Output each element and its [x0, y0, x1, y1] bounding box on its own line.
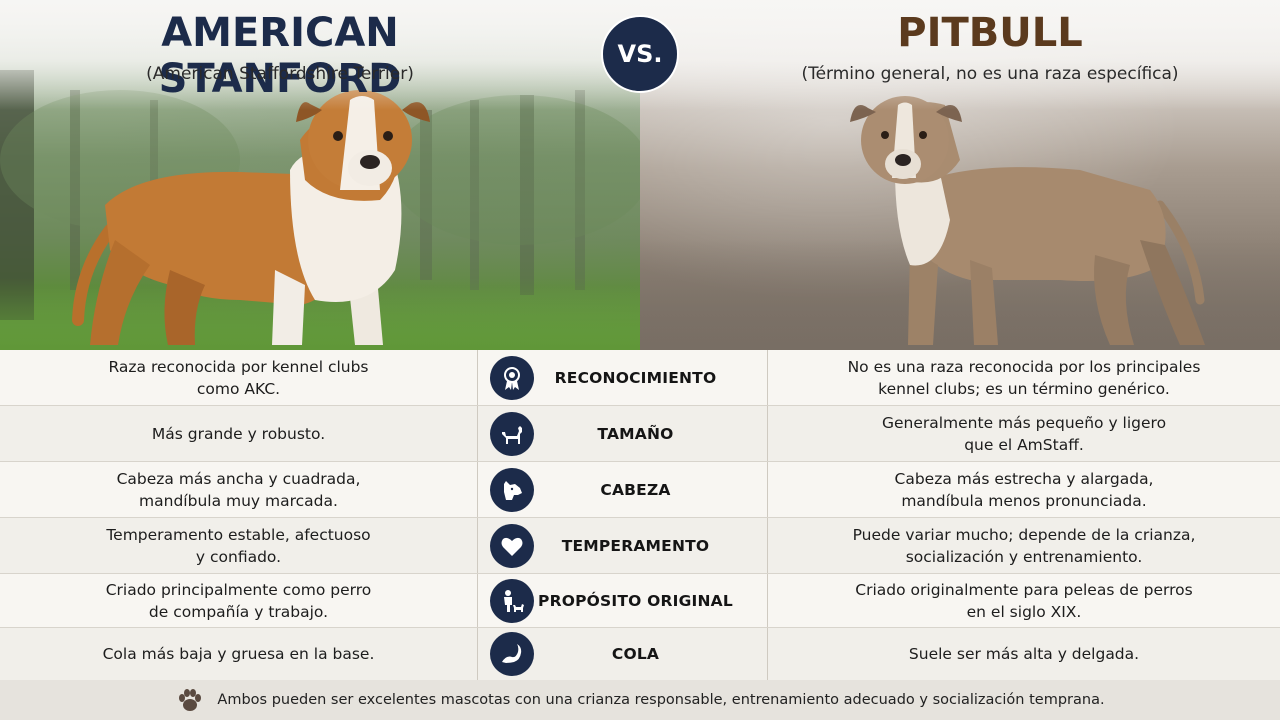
amstaff-cell: Criado principalmente como perro de compa… — [0, 574, 478, 627]
dog-tail-icon — [490, 632, 534, 676]
pitbull-text: socialización y entrenamiento. — [905, 547, 1143, 566]
amstaff-text: y confiado. — [195, 547, 282, 566]
amstaff-cell: Temperamento estable, afectuoso y confiad… — [0, 518, 478, 573]
pitbull-dog-image — [850, 96, 1205, 345]
dog-head-icon — [490, 467, 534, 512]
amstaff-cell: Cola más baja y gruesa en la base. — [0, 628, 478, 680]
category-label: CABEZA — [600, 480, 671, 499]
pitbull-cell: Criado originalmente para peleas de perr… — [768, 574, 1280, 627]
pitbull-cell: Generalmente más pequeño y ligero que el … — [768, 406, 1280, 461]
person-with-dog-icon — [490, 578, 534, 623]
pitbull-text: Cabeza más estrecha y alargada, — [894, 469, 1154, 488]
category-label: RECONOCIMIENTO — [554, 368, 717, 387]
footer-text: Ambos pueden ser excelentes mascotas con… — [217, 692, 1105, 708]
amstaff-cell: Cabeza más ancha y cuadrada, mandíbula mu… — [0, 462, 478, 517]
pitbull-cell: No es una raza reconocida por los princi… — [768, 350, 1280, 405]
amstaff-text: Cabeza más ancha y cuadrada, — [116, 469, 361, 488]
pitbull-cell: Suele ser más alta y delgada. — [768, 628, 1280, 680]
left-breed-title: AMERICAN STANFORD — [158, 10, 402, 102]
amstaff-text: Cola más baja y gruesa en la base. — [102, 645, 375, 663]
category-cell: TAMAÑO — [478, 406, 768, 461]
category-cell: COLA — [478, 628, 768, 680]
table-row: Criado principalmente como perro de compa… — [0, 574, 1280, 628]
category-cell: PROPÓSITO ORIGINAL — [478, 574, 768, 627]
table-row: Temperamento estable, afectuoso y confiad… — [0, 518, 1280, 574]
vs-badge: VS. — [601, 15, 679, 93]
amstaff-dog-image — [72, 90, 430, 345]
pitbull-text: Criado originalmente para peleas de perr… — [855, 580, 1193, 599]
amstaff-text: Más grande y robusto. — [151, 424, 326, 443]
table-row: Raza reconocida por kennel clubs como AKC… — [0, 350, 1280, 406]
category-cell: TEMPERAMENTO — [478, 518, 768, 573]
category-cell: RECONOCIMIENTO — [478, 350, 768, 405]
heart-icon — [490, 523, 534, 568]
pitbull-text: en el siglo XIX. — [966, 602, 1082, 621]
ribbon-award-icon — [490, 355, 534, 400]
pitbull-text: Puede variar mucho; depende de la crianz… — [852, 525, 1196, 544]
category-label: PROPÓSITO ORIGINAL — [538, 591, 733, 610]
right-breed-title: PITBULL — [897, 10, 1083, 56]
amstaff-text: de compañía y trabajo. — [148, 602, 329, 621]
amstaff-text: como AKC. — [196, 379, 281, 398]
amstaff-text: mandíbula muy marcada. — [139, 491, 338, 510]
pitbull-text: Generalmente más pequeño y ligero — [881, 413, 1167, 432]
category-cell: CABEZA — [478, 462, 768, 517]
amstaff-cell: Más grande y robusto. — [0, 406, 478, 461]
paw-print-icon — [179, 689, 202, 711]
hero-banner: AMERICAN STANFORD (American Staffordshir… — [0, 0, 1280, 350]
category-label: TAMAÑO — [597, 424, 674, 443]
comparison-table: Raza reconocida por kennel clubs como AKC… — [0, 350, 1280, 680]
pitbull-text: kennel clubs; es un término genérico. — [878, 379, 1170, 398]
amstaff-cell: Raza reconocida por kennel clubs como AKC… — [0, 350, 478, 405]
dog-silhouette-icon — [490, 411, 534, 456]
table-row: Cabeza más ancha y cuadrada, mandíbula mu… — [0, 462, 1280, 518]
pitbull-text: No es una raza reconocida por los princi… — [847, 357, 1201, 376]
category-label: TEMPERAMENTO — [561, 536, 710, 555]
pitbull-cell: Cabeza más estrecha y alargada, mandíbula… — [768, 462, 1280, 517]
pitbull-text: mandíbula menos pronunciada. — [901, 491, 1147, 510]
pitbull-cell: Puede variar mucho; depende de la crianz… — [768, 518, 1280, 573]
amstaff-text: Raza reconocida por kennel clubs — [108, 357, 369, 376]
pitbull-text: Suele ser más alta y delgada. — [908, 645, 1140, 663]
table-row: Cola más baja y gruesa en la base. COLA … — [0, 628, 1280, 680]
category-label: COLA — [611, 645, 660, 663]
pitbull-text: que el AmStaff. — [964, 435, 1084, 454]
right-breed-subtitle: (Término general, no es una raza específ… — [801, 64, 1179, 84]
amstaff-text: Criado principalmente como perro — [105, 580, 372, 599]
amstaff-text: Temperamento estable, afectuoso — [106, 525, 371, 544]
left-breed-subtitle: (American Staffordshire Terrier) — [146, 64, 414, 84]
table-row: Más grande y robusto. TAMAÑO Generalment… — [0, 406, 1280, 462]
footer-note: Ambos pueden ser excelentes mascotas con… — [0, 680, 1280, 720]
